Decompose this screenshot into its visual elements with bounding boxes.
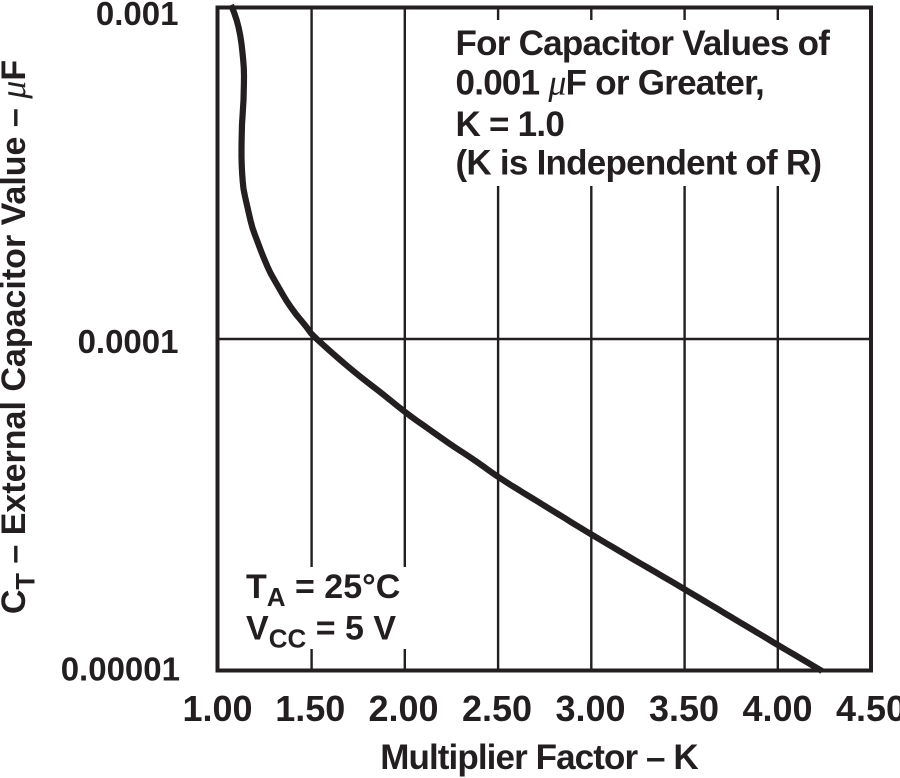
svg-text:0.001: 0.001 — [96, 0, 179, 32]
svg-text:TA = 25°C: TA = 25°C — [246, 568, 400, 612]
svg-text:CT – External Capacitor Value: CT – External Capacitor Value – μF — [0, 60, 41, 614]
svg-text:2.00: 2.00 — [368, 688, 438, 729]
svg-text:K = 1.0: K = 1.0 — [456, 105, 565, 144]
svg-text:3.00: 3.00 — [555, 688, 625, 729]
svg-text:0.00001: 0.00001 — [61, 651, 180, 688]
svg-text:1.50: 1.50 — [275, 688, 345, 729]
svg-text:4.00: 4.00 — [742, 688, 812, 729]
svg-text:1.00: 1.00 — [182, 688, 252, 729]
svg-text:(K is Independent of R): (K is Independent of R) — [456, 144, 822, 183]
svg-text:0.0001: 0.0001 — [78, 323, 179, 360]
svg-text:Multiplier Factor – K: Multiplier Factor – K — [380, 738, 698, 777]
svg-text:VCC = 5 V: VCC = 5 V — [246, 609, 396, 653]
svg-text:3.50: 3.50 — [649, 688, 719, 729]
svg-text:For Capacitor Values of: For Capacitor Values of — [456, 24, 831, 63]
svg-text:4.50: 4.50 — [836, 688, 900, 729]
svg-text:0.001 μF or Greater,: 0.001 μF or Greater, — [456, 63, 765, 103]
svg-text:2.50: 2.50 — [462, 688, 532, 729]
